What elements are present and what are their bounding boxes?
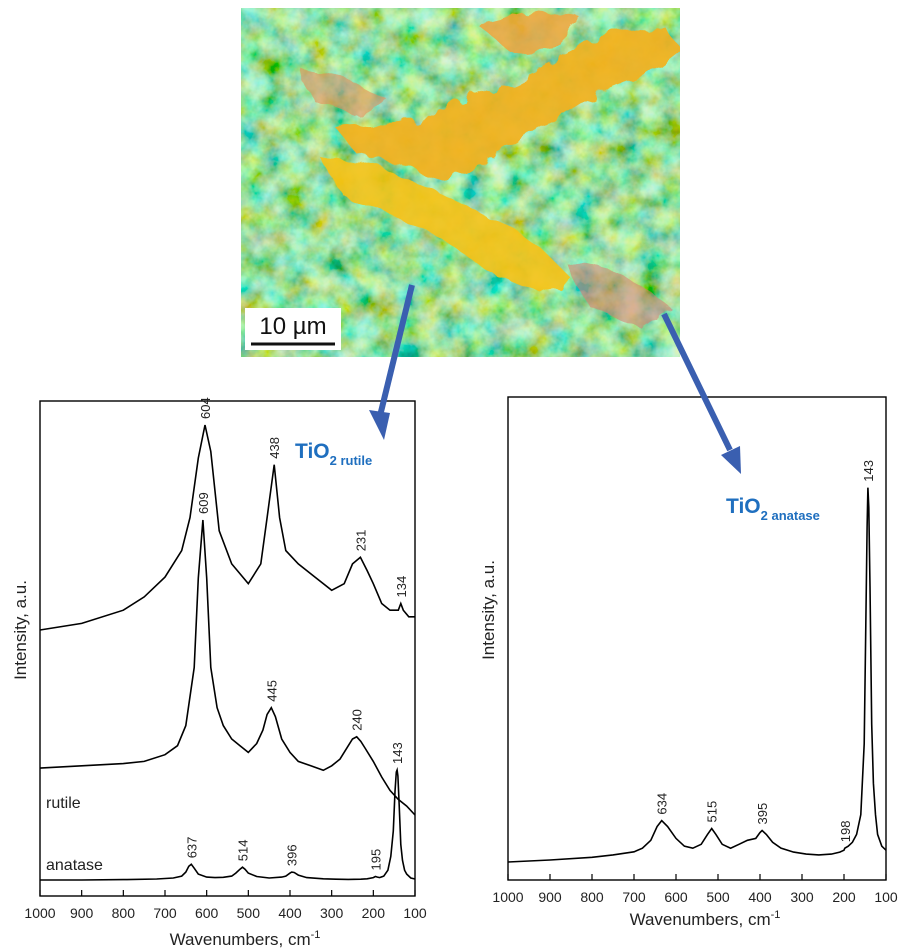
chart-left-ylabel: Intensity, a.u.: [11, 580, 30, 680]
x-tick-label: 200: [832, 889, 856, 905]
x-tick-label: 400: [278, 905, 302, 921]
peak-label: 198: [838, 820, 853, 842]
chart-right-ylabel: Intensity, a.u.: [479, 560, 498, 660]
x-tick-label: 1000: [24, 905, 55, 921]
peak-label: 134: [394, 576, 409, 598]
peak-label: 240: [350, 709, 365, 731]
x-tick-label: 600: [195, 905, 219, 921]
peak-label: 445: [264, 680, 279, 702]
x-tick-label: 800: [112, 905, 136, 921]
series-line-anatase-pure: [507, 487, 887, 863]
x-tick-label: 100: [403, 905, 427, 921]
peak-label: 609: [196, 492, 211, 514]
chart-left-xlabel: Wavenumbers, cm-1: [170, 929, 321, 949]
series-line-top: [39, 424, 415, 631]
x-tick-label: 400: [748, 889, 772, 905]
x-tick-label: 200: [362, 905, 386, 921]
x-tick-label: 700: [622, 889, 646, 905]
rutile-annotation-main: TiO: [295, 440, 330, 463]
chart-left-xlabel-text: Wavenumbers, cm: [170, 930, 311, 949]
chart-right-plot-frame: [507, 396, 887, 881]
peak-label: 604: [198, 397, 213, 419]
x-tick-label: 900: [70, 905, 94, 921]
x-tick-label: 500: [706, 889, 730, 905]
series-line-rutile: [39, 519, 416, 816]
series-line-anatase: [40, 766, 416, 881]
series-label-rutile: rutile: [46, 795, 81, 812]
peak-label: 143: [390, 742, 405, 764]
series-label-anatase: anatase: [46, 857, 103, 874]
x-tick-label: 300: [320, 905, 344, 921]
scale-bar: 10 µm: [245, 308, 341, 350]
anatase-annotation-main: TiO: [726, 495, 761, 518]
scale-bar-label: 10 µm: [259, 313, 326, 340]
chart-left: Intensity, a.u. Wavenumbers, cm-1 1000 90…: [11, 397, 427, 949]
arrow-to-anatase: [661, 312, 741, 474]
rutile-annotation: TiO2 rutile: [295, 440, 372, 468]
peak-label: 514: [236, 839, 251, 861]
peak-label: 396: [285, 844, 300, 866]
chart-right: Intensity, a.u. Wavenumbers, cm-1 1000 90…: [479, 396, 898, 929]
peak-label: 637: [184, 837, 199, 859]
x-tick-label: 500: [237, 905, 261, 921]
x-tick-label: 800: [580, 889, 604, 905]
optical-micrograph: 10 µm: [241, 8, 680, 357]
peak-label: 143: [861, 460, 876, 482]
peak-label: 231: [353, 530, 368, 552]
peak-label: 515: [705, 801, 720, 823]
chart-left-xlabel-sup: -1: [311, 929, 321, 941]
chart-right-xlabel-text: Wavenumbers, cm: [630, 910, 771, 929]
peak-label: 438: [267, 437, 282, 459]
rutile-annotation-sub: 2 rutile: [330, 453, 373, 468]
anatase-annotation: TiO2 anatase: [726, 495, 820, 523]
chart-right-xlabel-sup: -1: [771, 909, 781, 921]
chart-left-plot-frame: [39, 400, 416, 897]
chart-right-xlabel: Wavenumbers, cm-1: [630, 909, 781, 929]
x-tick-label: 1000: [492, 889, 523, 905]
arrow-to-rutile: [369, 284, 415, 440]
anatase-annotation-sub: 2 anatase: [761, 508, 820, 523]
peak-label: 634: [655, 793, 670, 815]
gold-rutile-region: [301, 13, 680, 328]
x-tick-label: 300: [790, 889, 814, 905]
x-tick-label: 600: [664, 889, 688, 905]
x-tick-label: 900: [538, 889, 562, 905]
peak-label: 395: [755, 803, 770, 825]
x-tick-label: 700: [153, 905, 177, 921]
peak-label: 195: [368, 849, 383, 871]
x-tick-label: 100: [874, 889, 898, 905]
